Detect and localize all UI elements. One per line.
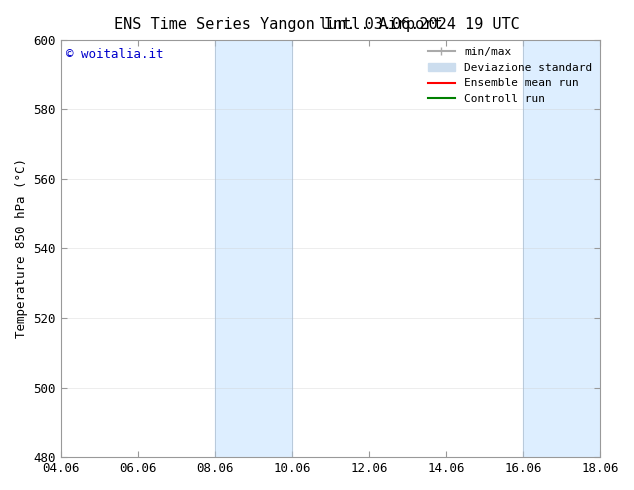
Text: lun. 03.06.2024 19 UTC: lun. 03.06.2024 19 UTC bbox=[319, 17, 520, 32]
Text: © woitalia.it: © woitalia.it bbox=[67, 48, 164, 61]
Legend: min/max, Deviazione standard, Ensemble mean run, Controll run: min/max, Deviazione standard, Ensemble m… bbox=[423, 43, 597, 108]
Bar bbox=[523, 40, 600, 457]
Bar bbox=[215, 40, 292, 457]
Text: ENS Time Series Yangon Intl. Airport: ENS Time Series Yangon Intl. Airport bbox=[114, 17, 443, 32]
Y-axis label: Temperature 850 hPa (°C): Temperature 850 hPa (°C) bbox=[15, 158, 28, 339]
